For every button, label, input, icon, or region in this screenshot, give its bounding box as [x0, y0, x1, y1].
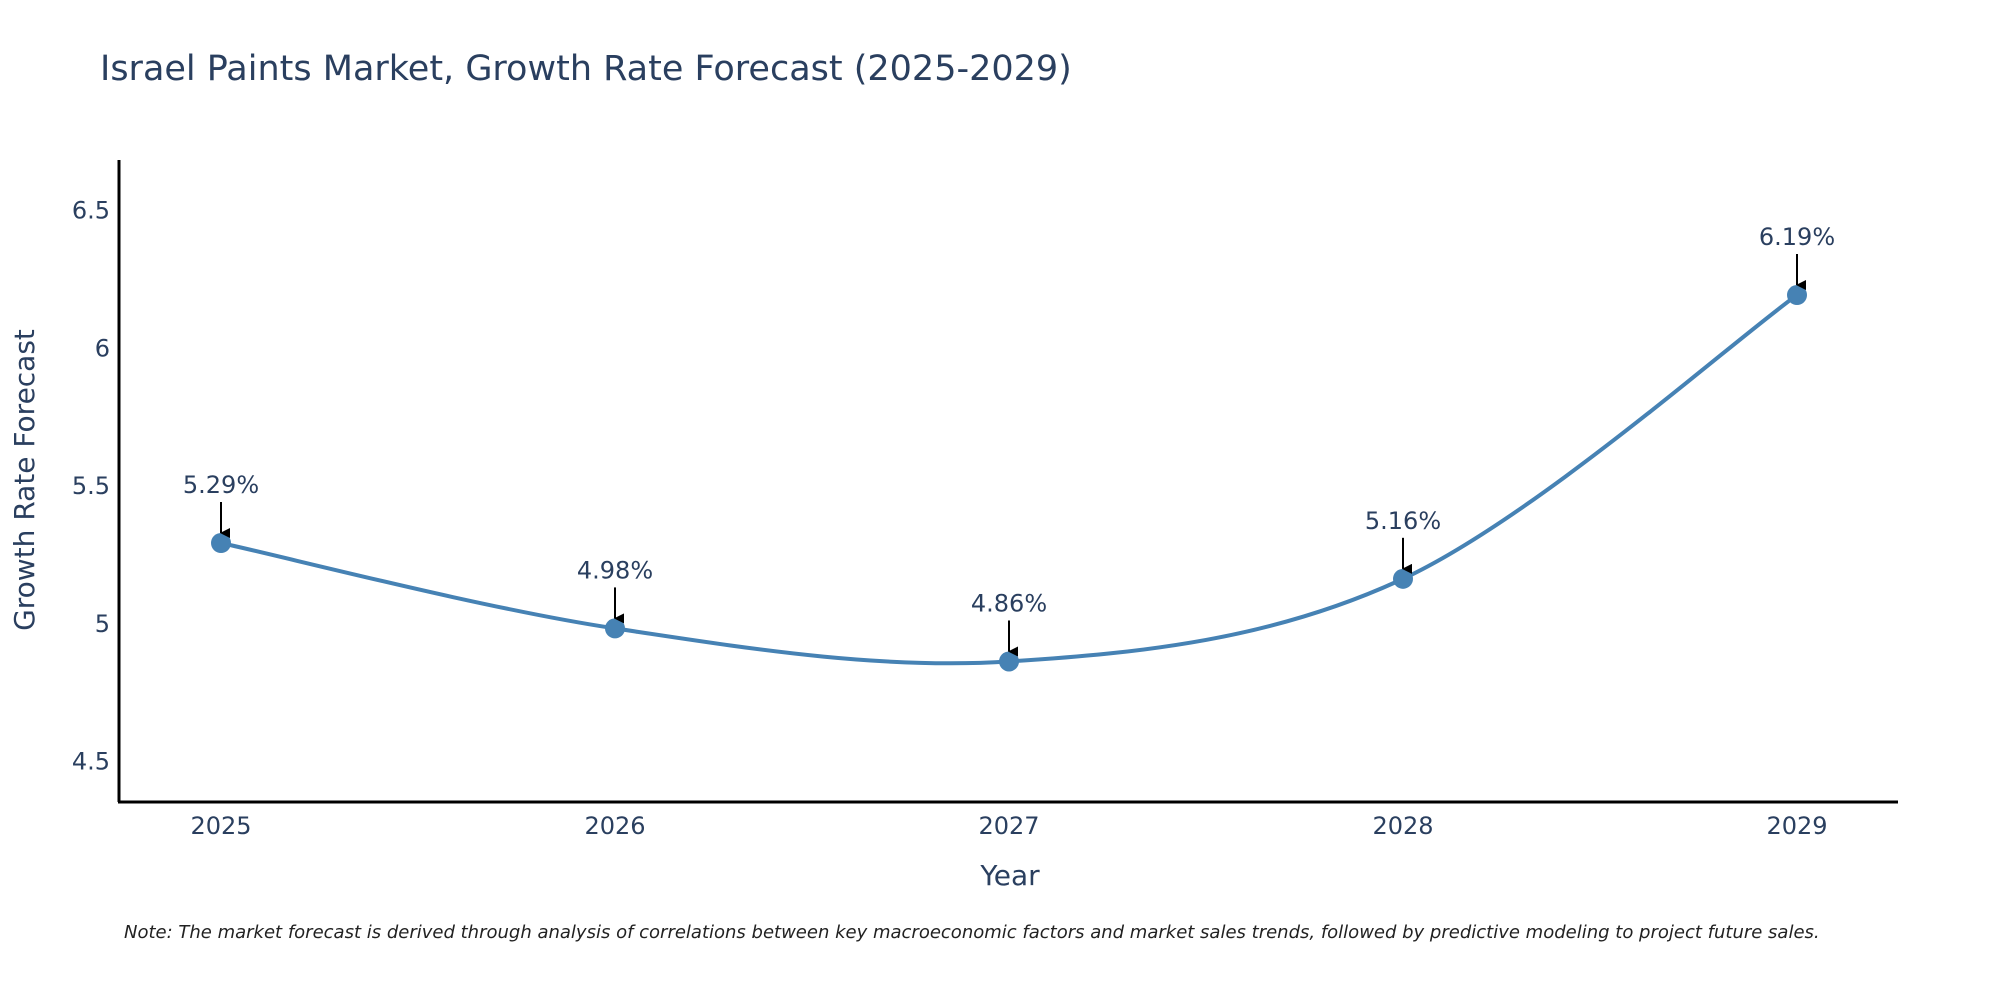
data-point — [1393, 568, 1413, 589]
data-label: 4.86% — [971, 589, 1047, 617]
y-axis-ticks: 4.5 5 5.5 6 6.5 — [72, 197, 110, 776]
y-axis-title: Growth Rate Forecast — [8, 329, 41, 631]
data-label: 4.98% — [577, 556, 653, 584]
y-tick-label: 5.5 — [72, 472, 110, 500]
x-axis-title: Year — [979, 859, 1040, 892]
y-tick-label: 6 — [95, 334, 110, 362]
data-point — [1787, 285, 1807, 306]
data-label: 5.29% — [183, 471, 259, 499]
x-axis-ticks: 2025 2026 2027 2028 2029 — [190, 812, 1827, 840]
data-label: 5.16% — [1365, 507, 1441, 535]
y-tick-label: 5 — [95, 610, 110, 638]
data-point — [999, 651, 1019, 672]
data-point — [605, 618, 625, 639]
x-tick-label: 2026 — [584, 812, 645, 840]
chart-title: Israel Paints Market, Growth Rate Foreca… — [100, 49, 1072, 89]
data-markers — [211, 285, 1807, 672]
y-tick-label: 4.5 — [72, 748, 110, 776]
footnote: Note: The market forecast is derived thr… — [124, 922, 1820, 943]
x-tick-label: 2025 — [190, 812, 251, 840]
data-label: 6.19% — [1759, 223, 1835, 251]
x-tick-label: 2028 — [1372, 812, 1433, 840]
x-tick-label: 2027 — [978, 812, 1039, 840]
data-annotations: 5.29% 4.98% 4.86% 5.16% 6.19% — [183, 223, 1835, 657]
y-tick-label: 6.5 — [72, 197, 110, 225]
x-tick-label: 2029 — [1766, 812, 1827, 840]
data-point — [211, 532, 231, 553]
